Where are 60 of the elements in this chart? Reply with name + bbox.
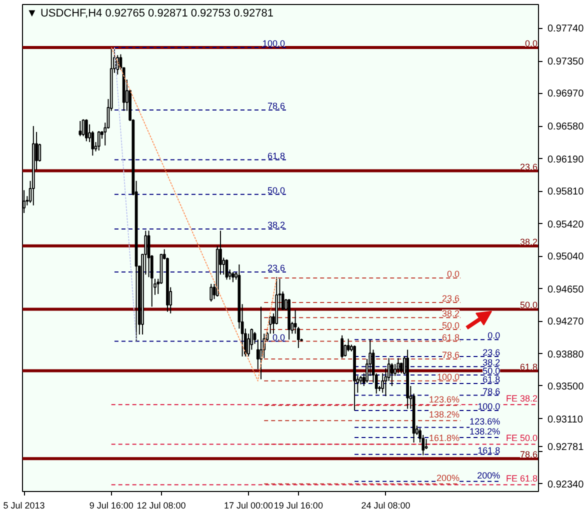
annotation: 100.0 bbox=[262, 38, 285, 49]
annotation: 0.0 bbox=[488, 330, 500, 341]
annotation: 0.0 bbox=[447, 268, 460, 279]
annotation: 200% bbox=[436, 472, 460, 483]
annotation: 138.2% bbox=[429, 410, 460, 420]
x-tick-label: 24 Jul 08:00 bbox=[361, 500, 410, 510]
x-tick-label: 19 Jul 16:00 bbox=[274, 500, 323, 510]
y-tick-label: 0.95040 bbox=[548, 252, 584, 263]
y-tick-label: 0.93880 bbox=[548, 349, 584, 360]
y-tick-label: 0.96190 bbox=[548, 154, 584, 166]
annotation: 200% bbox=[477, 470, 500, 480]
annotation: 0.0 bbox=[524, 38, 538, 49]
y-tick-label: 0.97740 bbox=[548, 24, 584, 35]
annotation: 23.6 bbox=[267, 263, 285, 274]
annotation: 78.6 bbox=[442, 350, 460, 360]
x-tick-label: 9 Jul 16:00 bbox=[89, 500, 134, 510]
annotation: 50.0 bbox=[520, 300, 538, 310]
annotation: 61.8 bbox=[267, 150, 285, 161]
y-tick-label: 0.95420 bbox=[548, 219, 584, 230]
annotation: 38.2 bbox=[442, 308, 460, 319]
annotation: 50.0 bbox=[482, 366, 500, 376]
annotation: 23.6 bbox=[442, 293, 460, 304]
y-tick-label: 0.95810 bbox=[548, 186, 584, 198]
annotation: 78.6 bbox=[482, 386, 500, 396]
annotation: FE 50.0 bbox=[506, 433, 538, 444]
annotation: 50.0 bbox=[442, 320, 460, 330]
annotation: 161.8% bbox=[429, 433, 460, 444]
annotation: 78.6 bbox=[267, 101, 285, 112]
y-tick-label: 0.96970 bbox=[548, 88, 584, 100]
annotation: 138.2% bbox=[470, 426, 500, 436]
annotation: 61.8 bbox=[442, 332, 460, 342]
annotation: 38.2 bbox=[520, 236, 538, 247]
annotation: 50.0 bbox=[267, 185, 285, 196]
annotation: 100.0 bbox=[437, 372, 460, 382]
y-tick-label: 0.92340 bbox=[548, 479, 584, 490]
annotation: 0.0 bbox=[272, 332, 285, 342]
annotation: FE 38.2 bbox=[506, 394, 538, 404]
x-tick-label: 17 Jul 00:00 bbox=[224, 500, 274, 510]
y-tick-label: 0.96580 bbox=[548, 122, 584, 133]
annotation: 100.0 bbox=[478, 401, 500, 412]
x-tick-label: 5 Jul 2013 bbox=[3, 500, 45, 510]
annotation: 61.8 bbox=[482, 374, 500, 384]
annotation: 23.6 bbox=[482, 347, 500, 358]
annotation: 38.2 bbox=[482, 358, 500, 368]
y-tick-label: 0.97350 bbox=[548, 56, 584, 68]
annotation: 38.2 bbox=[267, 220, 285, 230]
y-tick-label: 0.94270 bbox=[548, 316, 584, 328]
annotation: FE 61.8 bbox=[506, 474, 538, 484]
annotation: 61.8 bbox=[520, 362, 538, 372]
y-tick-label: 0.94650 bbox=[548, 284, 584, 296]
chart-title: ▼ USDCHF,H4 0.92765 0.92871 0.92753 0.92781 bbox=[26, 8, 274, 20]
annotation: 78.6 bbox=[520, 450, 538, 460]
annotation: 161.8 bbox=[478, 445, 500, 456]
annotation: 23.6 bbox=[520, 162, 538, 172]
y-tick-label: 0.93500 bbox=[548, 381, 584, 392]
annotation: 123.6% bbox=[470, 416, 500, 426]
x-tick-label: 12 Jul 08:00 bbox=[136, 500, 186, 510]
y-tick-label: 0.92781 bbox=[548, 442, 584, 454]
y-tick-label: 0.93110 bbox=[548, 414, 584, 426]
annotation: 123.6% bbox=[429, 394, 460, 404]
